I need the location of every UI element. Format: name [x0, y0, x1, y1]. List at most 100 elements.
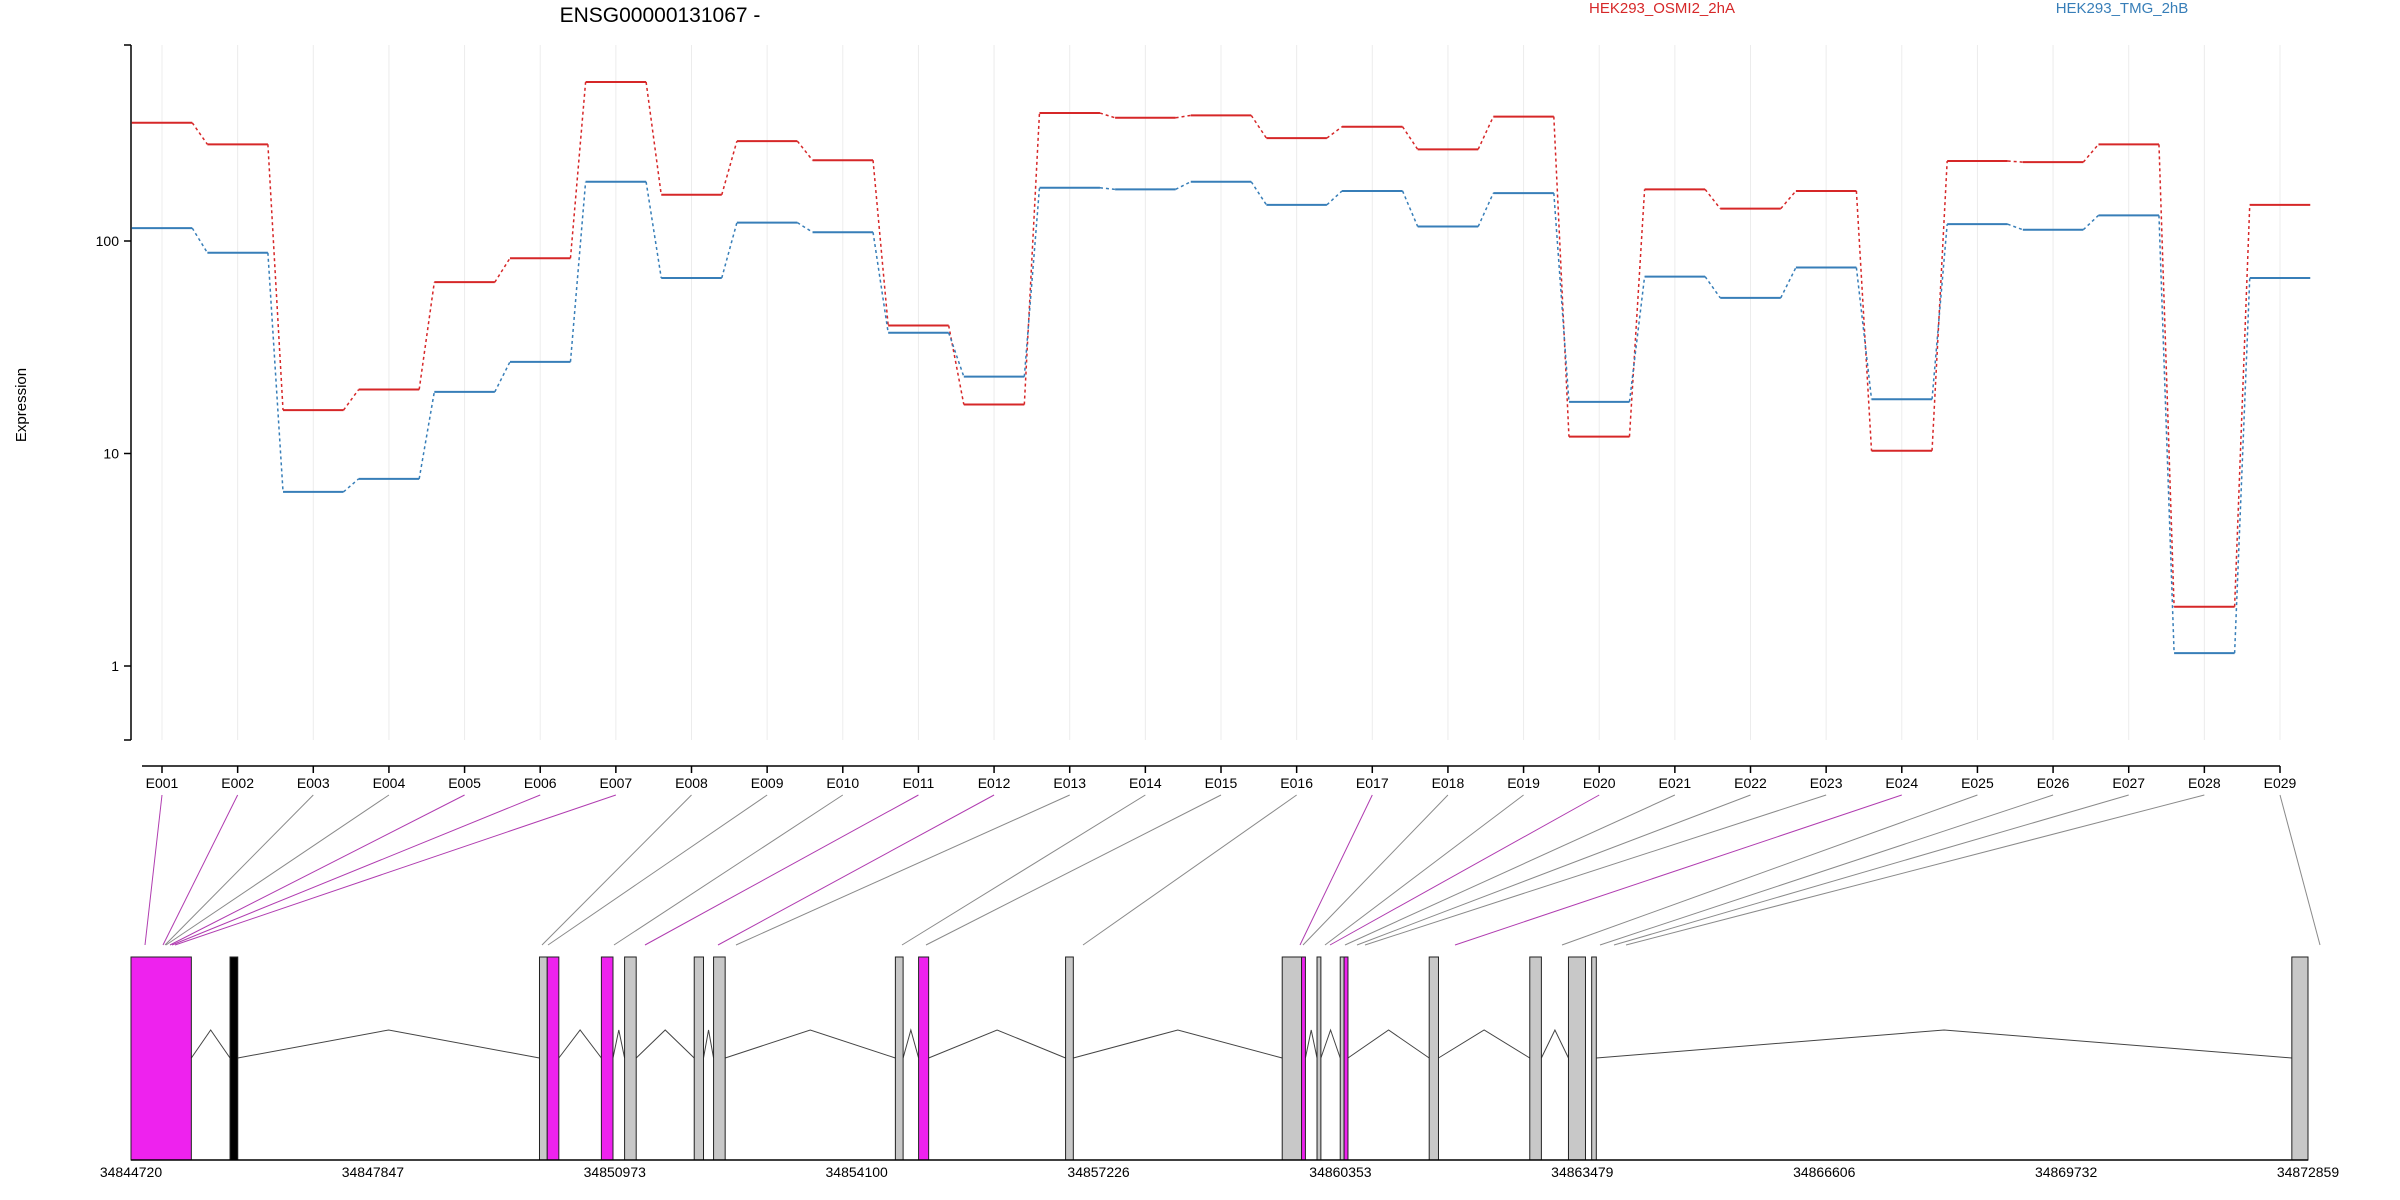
exon-connector [1329, 794, 1600, 946]
series-transition [267, 144, 284, 411]
exon-block [693, 956, 705, 1161]
series-transition [569, 181, 587, 362]
series-transition [1780, 190, 1797, 210]
series-transition [947, 332, 965, 377]
series-transition [645, 181, 662, 279]
series-transition [191, 227, 209, 254]
intron-line [928, 1029, 1066, 1059]
series-transition [494, 257, 511, 283]
series-transition [1099, 112, 1116, 119]
intron-line [725, 1029, 896, 1059]
genomic-tick-label: 34872859 [2277, 1164, 2340, 1180]
series-transition [267, 252, 284, 492]
genomic-tick-label: 34863479 [1551, 1164, 1614, 1180]
exon-block [624, 956, 637, 1161]
exon-block [538, 956, 548, 1161]
series-transition [1931, 160, 1948, 451]
series-transition [1250, 114, 1268, 139]
x-tick-label: E025 [1961, 775, 1994, 791]
exon-connector [901, 794, 1146, 946]
series-transition [1250, 181, 1268, 206]
exon-connector [644, 794, 919, 946]
legend-entry-osmi2: HEK293_OSMI2_2hA [1589, 0, 1735, 17]
series-transition [2082, 214, 2099, 231]
x-tick-label: E002 [221, 775, 254, 791]
exon-block [918, 956, 930, 1161]
series-lines [131, 81, 2311, 655]
chart-title: ENSG00000131067 - [560, 4, 761, 27]
intron-line [558, 1029, 602, 1059]
exon-connector [174, 794, 617, 946]
series-transition [1855, 267, 1873, 400]
exon-connector [1344, 794, 1676, 946]
exon-block [2291, 956, 2309, 1161]
x-tick-label: E020 [1583, 775, 1616, 791]
series-transition [2007, 223, 2024, 231]
exon-block [600, 956, 614, 1161]
exon-block [1065, 956, 1074, 1161]
series-transition [872, 232, 889, 333]
series-transition [1553, 193, 1570, 402]
x-tick-label: E012 [978, 775, 1011, 791]
intron-line [612, 1029, 626, 1059]
exon-connector [162, 794, 239, 946]
series-transition [1628, 276, 1646, 402]
exon-block [713, 956, 726, 1161]
genomic-tick-label: 34850973 [584, 1164, 647, 1180]
intron-line [902, 1028, 920, 1059]
intron-line [703, 1029, 715, 1059]
y-axis-label: Expression [13, 368, 30, 442]
exon-connector [1324, 794, 1524, 946]
x-tick-label: E024 [1885, 775, 1918, 791]
x-tick-label: E027 [2112, 775, 2145, 791]
series-tmg [131, 180, 2311, 655]
grid-lines [161, 45, 2281, 740]
intron-line [1596, 1029, 2292, 1059]
exon-connector [1299, 794, 1373, 946]
intron-line [1073, 1029, 1283, 1059]
exon-connector [144, 794, 163, 946]
series-transition [1401, 126, 1419, 150]
exon-connector [541, 794, 692, 946]
x-tick-label: E023 [1810, 775, 1843, 791]
x-tick-label: E007 [600, 775, 633, 791]
x-tick-label: E014 [1129, 775, 1162, 791]
intron-line [635, 1029, 695, 1059]
exon-block [1339, 956, 1345, 1161]
series-transition [1553, 116, 1570, 437]
x-tick-label: E001 [146, 775, 179, 791]
series-transition [2233, 277, 2251, 654]
x-tick-label: E015 [1205, 775, 1238, 791]
series-transition [418, 282, 436, 390]
exon-connector [2279, 794, 2321, 946]
x-tick-label: E026 [2037, 775, 2070, 791]
x-tick-label: E011 [903, 775, 935, 791]
exon-connector [925, 794, 1222, 946]
series-transition [2158, 144, 2175, 607]
exon-block [1529, 956, 1542, 1161]
legend-entry-tmg: HEK293_TMG_2hB [2056, 0, 2189, 17]
exon-connector [1454, 794, 1902, 946]
axes: 1 10 100 E001 E002 E003 E004 E005 E006 E007 E008 E0… [96, 44, 2297, 791]
series-transition [191, 122, 208, 145]
series-osmi2 [131, 81, 2311, 608]
exon-block [130, 956, 192, 1161]
series-transition [1855, 190, 1873, 451]
series-transition [1477, 116, 1494, 150]
series-transition [494, 361, 511, 393]
x-tick-label: E004 [373, 775, 406, 791]
genomic-tick-label: 34866606 [1793, 1164, 1856, 1180]
exon-block [894, 956, 904, 1161]
series-transition [796, 140, 814, 161]
exon-connector [1082, 794, 1297, 946]
exon-connector [547, 794, 768, 946]
x-tick-label: E019 [1507, 775, 1540, 791]
exon-connector [164, 794, 314, 946]
series-transition [1780, 267, 1797, 299]
exon-block [546, 956, 560, 1161]
series-transition [343, 478, 360, 493]
genomic-tick-label: 34869732 [2035, 1164, 2098, 1180]
exon-connector [1561, 794, 1978, 946]
intron-line [1347, 1029, 1430, 1059]
